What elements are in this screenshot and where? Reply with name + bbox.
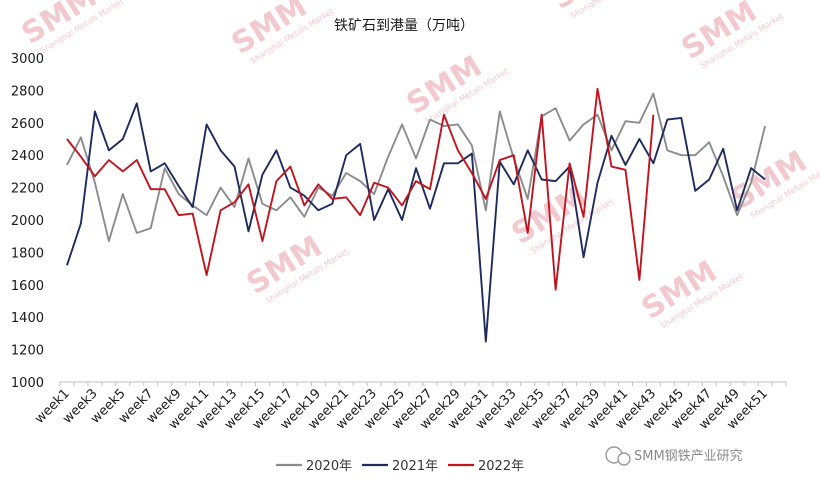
y-tick-label: 3000 bbox=[11, 52, 44, 67]
series-line-2020 bbox=[66, 92, 766, 243]
y-tick-label: 2000 bbox=[11, 214, 44, 229]
y-tick-label: 2400 bbox=[11, 149, 44, 164]
y-tick-label: 2600 bbox=[11, 117, 44, 132]
y-axis: 1000 1200 1400 1600 1800 2000 2200 2400 2600 2800… bbox=[11, 52, 44, 391]
legend-label-2020: 2020年 bbox=[306, 459, 352, 474]
legend: 2020年 2021年 2022年 bbox=[276, 459, 524, 474]
y-tick-label: 1600 bbox=[11, 279, 44, 294]
source-attribution: SMM钢铁产业研究 bbox=[605, 446, 743, 466]
series-line-2022 bbox=[66, 87, 655, 291]
series-layer bbox=[66, 87, 766, 343]
y-tick-label: 1200 bbox=[11, 344, 44, 359]
legend-label-2021: 2021年 bbox=[392, 459, 438, 474]
y-tick-label: 1400 bbox=[11, 311, 44, 326]
chart-title: 铁矿石到港量（万吨） bbox=[334, 18, 474, 34]
y-tick-label: 2800 bbox=[11, 84, 44, 99]
y-tick-label: 1800 bbox=[11, 246, 44, 261]
series-line-2021 bbox=[66, 102, 766, 343]
wechat-icon-bubble bbox=[617, 452, 631, 466]
source-text: SMM钢铁产业研究 bbox=[634, 449, 743, 464]
x-axis: week1week3week5week7week9week11week13wee… bbox=[32, 381, 787, 433]
legend-label-2022: 2022年 bbox=[478, 459, 524, 474]
y-tick-label: 1000 bbox=[11, 376, 44, 391]
y-tick-label: 2200 bbox=[11, 182, 44, 197]
